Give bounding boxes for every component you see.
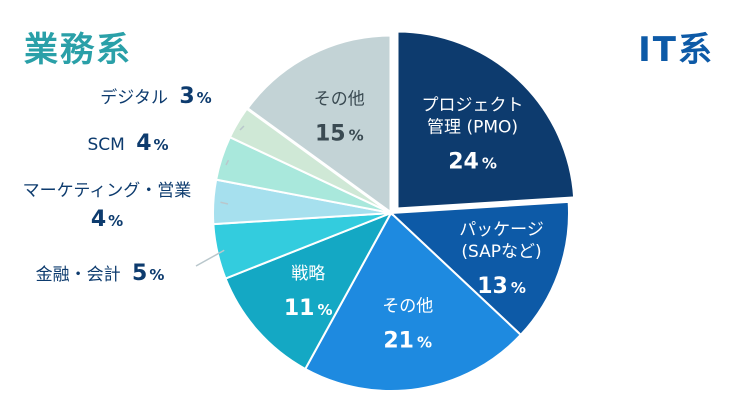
slice-value-1: 13% (477, 274, 526, 299)
slice-value-2: 21% (383, 328, 432, 353)
pie-slice-0 (395, 29, 577, 211)
slice-value-6: 4 (136, 131, 151, 156)
slice-label-2-line-0: その他 (382, 296, 433, 316)
slice-value-8: 15% (315, 121, 364, 146)
slice-label-1-line-0: パッケージ (459, 220, 544, 240)
slice-value-3: 11% (284, 296, 333, 321)
leader-line-7 (239, 125, 245, 131)
slice-value-5: 4% (91, 207, 123, 232)
slice-value-4: 5 (132, 261, 147, 286)
slice-label-1-line-1: (SAPなど) (461, 242, 541, 262)
slice-value-0: 24% (448, 150, 497, 175)
slice-label-8-line-0: その他 (314, 89, 365, 109)
pie-slice-2 (303, 211, 523, 392)
leader-line-5 (220, 201, 229, 205)
slice-label-0-line-0: プロジェクト (422, 96, 524, 116)
pie-slice-1 (388, 200, 570, 337)
slice-label-4: 金融・会計 5% (36, 261, 165, 286)
slice-label-6: SCM 4% (87, 131, 168, 156)
slice-value-7: 3 (179, 84, 194, 109)
group-title-it: IT系 (638, 30, 714, 70)
pie-slice-3 (224, 211, 394, 371)
leader-line-6 (225, 159, 230, 166)
slice-label-0-line-1: 管理 (PMO) (427, 118, 518, 138)
leader-line-4 (195, 249, 225, 267)
slice-label-5: マーケティング・営業 (23, 181, 192, 201)
slice-label-7: デジタル 3% (100, 84, 211, 109)
slice-label-3-line-0: 戦略 (291, 264, 325, 284)
group-title-business: 業務系 (24, 30, 132, 70)
pie-slice-8 (244, 33, 393, 216)
